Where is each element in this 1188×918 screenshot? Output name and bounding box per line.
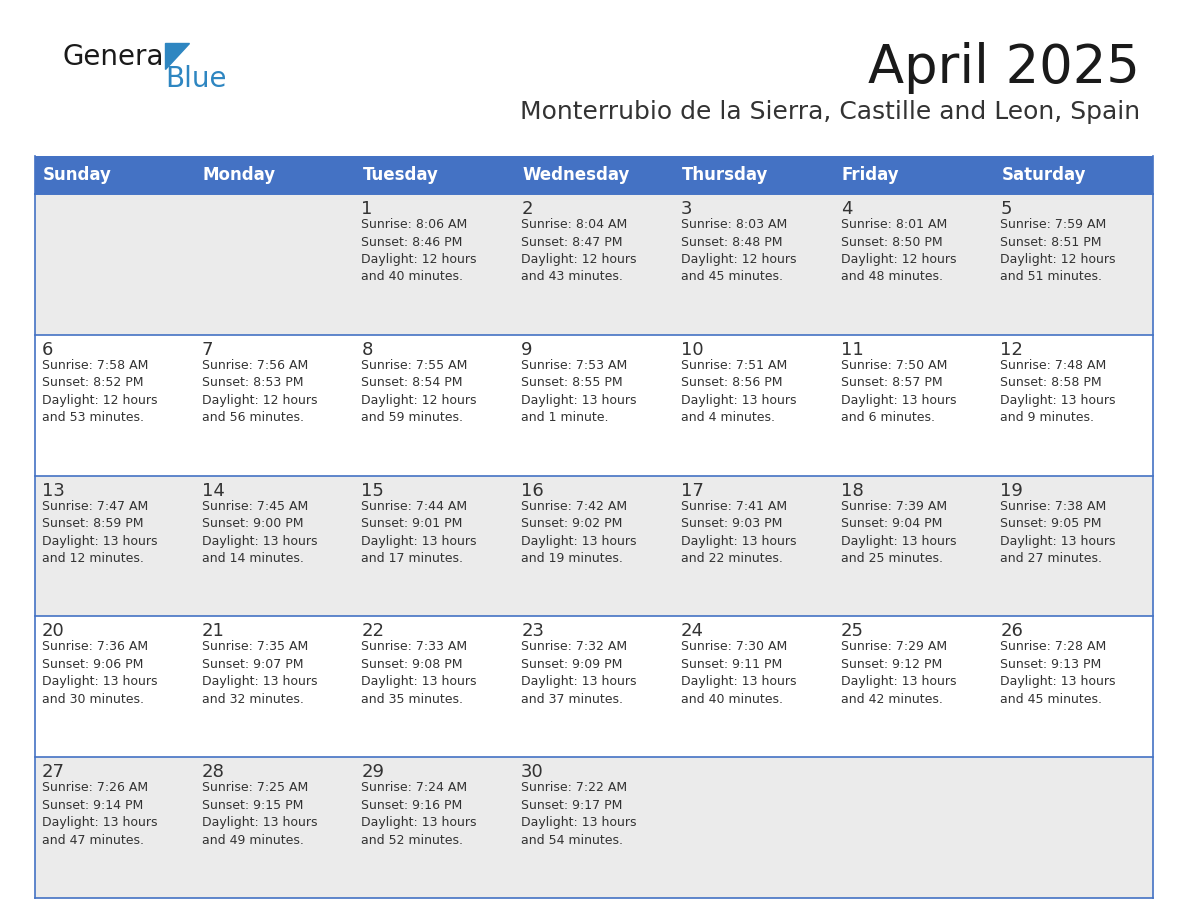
Text: 20: 20 [42,622,65,641]
Text: Sunrise: 7:53 AM
Sunset: 8:55 PM
Daylight: 13 hours
and 1 minute.: Sunrise: 7:53 AM Sunset: 8:55 PM Dayligh… [522,359,637,424]
Text: Sunrise: 7:36 AM
Sunset: 9:06 PM
Daylight: 13 hours
and 30 minutes.: Sunrise: 7:36 AM Sunset: 9:06 PM Dayligh… [42,641,158,706]
Text: 2: 2 [522,200,532,218]
Text: 25: 25 [841,622,864,641]
Text: Sunrise: 7:55 AM
Sunset: 8:54 PM
Daylight: 12 hours
and 59 minutes.: Sunrise: 7:55 AM Sunset: 8:54 PM Dayligh… [361,359,476,424]
Text: Sunrise: 7:50 AM
Sunset: 8:57 PM
Daylight: 13 hours
and 6 minutes.: Sunrise: 7:50 AM Sunset: 8:57 PM Dayligh… [841,359,956,424]
Text: Sunrise: 7:39 AM
Sunset: 9:04 PM
Daylight: 13 hours
and 25 minutes.: Sunrise: 7:39 AM Sunset: 9:04 PM Dayligh… [841,499,956,565]
Text: Sunrise: 7:44 AM
Sunset: 9:01 PM
Daylight: 13 hours
and 17 minutes.: Sunrise: 7:44 AM Sunset: 9:01 PM Dayligh… [361,499,476,565]
Text: General: General [62,43,171,71]
Text: 23: 23 [522,622,544,641]
Text: 26: 26 [1000,622,1023,641]
Text: 7: 7 [202,341,213,359]
Text: Sunrise: 7:59 AM
Sunset: 8:51 PM
Daylight: 12 hours
and 51 minutes.: Sunrise: 7:59 AM Sunset: 8:51 PM Dayligh… [1000,218,1116,284]
Text: 19: 19 [1000,482,1023,499]
Text: 10: 10 [681,341,703,359]
Text: Sunrise: 8:01 AM
Sunset: 8:50 PM
Daylight: 12 hours
and 48 minutes.: Sunrise: 8:01 AM Sunset: 8:50 PM Dayligh… [841,218,956,284]
Text: Sunrise: 7:25 AM
Sunset: 9:15 PM
Daylight: 13 hours
and 49 minutes.: Sunrise: 7:25 AM Sunset: 9:15 PM Dayligh… [202,781,317,846]
Text: 22: 22 [361,622,385,641]
Text: Tuesday: Tuesday [362,166,438,184]
Text: Sunrise: 7:42 AM
Sunset: 9:02 PM
Daylight: 13 hours
and 19 minutes.: Sunrise: 7:42 AM Sunset: 9:02 PM Dayligh… [522,499,637,565]
Text: 27: 27 [42,763,65,781]
Text: Sunrise: 7:26 AM
Sunset: 9:14 PM
Daylight: 13 hours
and 47 minutes.: Sunrise: 7:26 AM Sunset: 9:14 PM Dayligh… [42,781,158,846]
Text: 9: 9 [522,341,532,359]
Text: Sunrise: 7:45 AM
Sunset: 9:00 PM
Daylight: 13 hours
and 14 minutes.: Sunrise: 7:45 AM Sunset: 9:00 PM Dayligh… [202,499,317,565]
Text: Sunrise: 7:29 AM
Sunset: 9:12 PM
Daylight: 13 hours
and 42 minutes.: Sunrise: 7:29 AM Sunset: 9:12 PM Dayligh… [841,641,956,706]
Bar [34,156,1154,194]
Text: Sunday: Sunday [43,166,112,184]
Text: 4: 4 [841,200,852,218]
Text: Sunrise: 8:03 AM
Sunset: 8:48 PM
Daylight: 12 hours
and 45 minutes.: Sunrise: 8:03 AM Sunset: 8:48 PM Dayligh… [681,218,796,284]
Text: Blue: Blue [165,65,227,93]
Text: Sunrise: 8:04 AM
Sunset: 8:47 PM
Daylight: 12 hours
and 43 minutes.: Sunrise: 8:04 AM Sunset: 8:47 PM Dayligh… [522,218,637,284]
Text: Sunrise: 7:33 AM
Sunset: 9:08 PM
Daylight: 13 hours
and 35 minutes.: Sunrise: 7:33 AM Sunset: 9:08 PM Dayligh… [361,641,476,706]
Text: Sunrise: 7:48 AM
Sunset: 8:58 PM
Daylight: 13 hours
and 9 minutes.: Sunrise: 7:48 AM Sunset: 8:58 PM Dayligh… [1000,359,1116,424]
Text: Sunrise: 7:51 AM
Sunset: 8:56 PM
Daylight: 13 hours
and 4 minutes.: Sunrise: 7:51 AM Sunset: 8:56 PM Dayligh… [681,359,796,424]
Bar [34,194,1154,335]
Text: 17: 17 [681,482,703,499]
Text: Sunrise: 7:32 AM
Sunset: 9:09 PM
Daylight: 13 hours
and 37 minutes.: Sunrise: 7:32 AM Sunset: 9:09 PM Dayligh… [522,641,637,706]
Text: Sunrise: 7:24 AM
Sunset: 9:16 PM
Daylight: 13 hours
and 52 minutes.: Sunrise: 7:24 AM Sunset: 9:16 PM Dayligh… [361,781,476,846]
Text: Sunrise: 7:22 AM
Sunset: 9:17 PM
Daylight: 13 hours
and 54 minutes.: Sunrise: 7:22 AM Sunset: 9:17 PM Dayligh… [522,781,637,846]
Text: 15: 15 [361,482,384,499]
Text: Sunrise: 7:58 AM
Sunset: 8:52 PM
Daylight: 12 hours
and 53 minutes.: Sunrise: 7:58 AM Sunset: 8:52 PM Dayligh… [42,359,158,424]
Text: 11: 11 [841,341,864,359]
Text: 12: 12 [1000,341,1023,359]
Text: 5: 5 [1000,200,1012,218]
Text: 1: 1 [361,200,373,218]
Text: Thursday: Thursday [682,166,769,184]
Text: Sunrise: 7:56 AM
Sunset: 8:53 PM
Daylight: 12 hours
and 56 minutes.: Sunrise: 7:56 AM Sunset: 8:53 PM Dayligh… [202,359,317,424]
Text: 6: 6 [42,341,53,359]
Text: 18: 18 [841,482,864,499]
Text: Wednesday: Wednesday [523,166,630,184]
Bar [34,476,1154,616]
Text: 14: 14 [202,482,225,499]
Text: 30: 30 [522,763,544,781]
Text: 3: 3 [681,200,693,218]
Text: Monterrubio de la Sierra, Castille and Leon, Spain: Monterrubio de la Sierra, Castille and L… [520,100,1140,124]
Text: Monday: Monday [203,166,276,184]
Text: 28: 28 [202,763,225,781]
Bar [34,616,1154,757]
Text: Sunrise: 8:06 AM
Sunset: 8:46 PM
Daylight: 12 hours
and 40 minutes.: Sunrise: 8:06 AM Sunset: 8:46 PM Dayligh… [361,218,476,284]
Text: Sunrise: 7:35 AM
Sunset: 9:07 PM
Daylight: 13 hours
and 32 minutes.: Sunrise: 7:35 AM Sunset: 9:07 PM Dayligh… [202,641,317,706]
Text: 29: 29 [361,763,385,781]
Text: Friday: Friday [841,166,899,184]
Text: Sunrise: 7:41 AM
Sunset: 9:03 PM
Daylight: 13 hours
and 22 minutes.: Sunrise: 7:41 AM Sunset: 9:03 PM Dayligh… [681,499,796,565]
Text: 13: 13 [42,482,65,499]
Text: Sunrise: 7:47 AM
Sunset: 8:59 PM
Daylight: 13 hours
and 12 minutes.: Sunrise: 7:47 AM Sunset: 8:59 PM Dayligh… [42,499,158,565]
Text: 8: 8 [361,341,373,359]
Text: 21: 21 [202,622,225,641]
Text: Sunrise: 7:28 AM
Sunset: 9:13 PM
Daylight: 13 hours
and 45 minutes.: Sunrise: 7:28 AM Sunset: 9:13 PM Dayligh… [1000,641,1116,706]
Text: Sunrise: 7:30 AM
Sunset: 9:11 PM
Daylight: 13 hours
and 40 minutes.: Sunrise: 7:30 AM Sunset: 9:11 PM Dayligh… [681,641,796,706]
Text: 24: 24 [681,622,703,641]
Bar [34,335,1154,476]
Text: April 2025: April 2025 [868,42,1140,94]
Text: Saturday: Saturday [1001,166,1086,184]
Bar [34,757,1154,898]
Polygon shape [165,43,189,69]
Text: Sunrise: 7:38 AM
Sunset: 9:05 PM
Daylight: 13 hours
and 27 minutes.: Sunrise: 7:38 AM Sunset: 9:05 PM Dayligh… [1000,499,1116,565]
Text: 16: 16 [522,482,544,499]
